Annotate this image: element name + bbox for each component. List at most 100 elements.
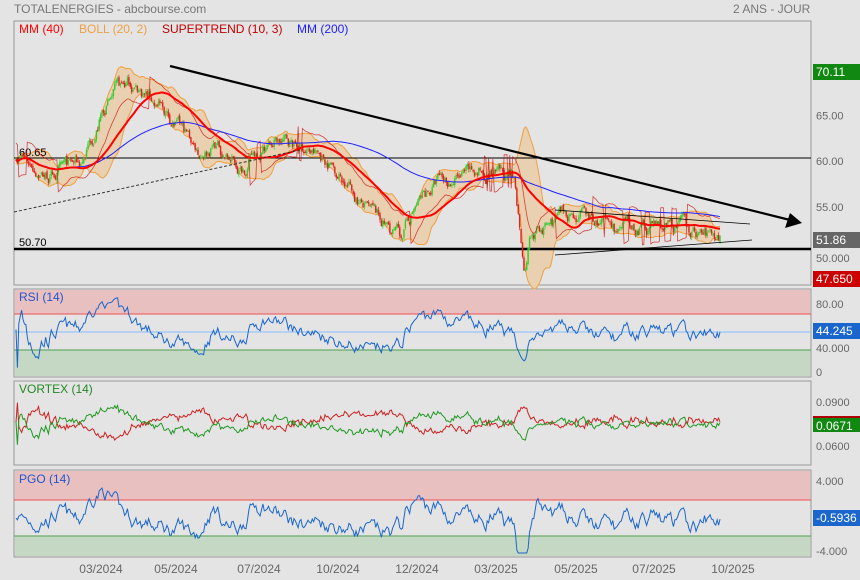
candle: [101, 110, 103, 115]
candle: [455, 175, 457, 180]
rsi-title: RSI (14): [19, 290, 64, 304]
candle: [112, 89, 115, 96]
candle: [171, 122, 174, 127]
candle: [152, 101, 154, 103]
mm40-line: [15, 91, 721, 230]
candle: [644, 224, 646, 230]
candle: [331, 162, 333, 164]
candle: [276, 137, 278, 143]
candle: [485, 180, 487, 185]
candle: [566, 216, 569, 221]
candle: [468, 163, 470, 170]
candle: [578, 216, 580, 222]
candle: [197, 149, 199, 156]
candle: [672, 226, 675, 233]
candle: [368, 202, 370, 204]
candle: [87, 144, 89, 149]
candle: [204, 152, 206, 159]
supertrend-line: [15, 76, 721, 246]
candle: [384, 222, 387, 224]
candle: [503, 170, 505, 181]
candle: [365, 201, 367, 203]
candle: [218, 140, 220, 148]
candle: [643, 219, 645, 224]
candle: [252, 152, 254, 154]
rsi-axis-tick: 80.00: [816, 299, 844, 311]
candle: [545, 223, 548, 225]
candle: [708, 231, 710, 233]
candle: [502, 168, 504, 172]
candle: [355, 197, 357, 203]
candle: [235, 161, 237, 168]
candle: [255, 153, 257, 157]
candle: [114, 83, 116, 90]
candle: [198, 156, 201, 158]
candle: [564, 210, 566, 212]
candle: [146, 91, 148, 98]
candle: [183, 122, 185, 133]
candle: [459, 176, 462, 178]
candle: [703, 229, 706, 235]
candle: [245, 174, 247, 176]
price-axis-tick: 60.00: [816, 156, 844, 168]
candle: [369, 204, 371, 206]
candle: [432, 180, 435, 188]
candle: [270, 144, 273, 146]
candle: [473, 172, 476, 176]
candle: [466, 164, 469, 168]
candle: [174, 122, 177, 126]
candle: [342, 181, 345, 183]
candle: [273, 139, 275, 147]
candle: [585, 208, 587, 215]
candle: [23, 155, 26, 158]
candle: [699, 229, 701, 233]
candle: [500, 167, 503, 169]
candle: [97, 129, 99, 131]
candle: [695, 231, 697, 238]
candle: [472, 169, 474, 172]
pgo-axis-tick: 4.000: [816, 476, 844, 488]
rsi-value-tag: 44.245: [813, 323, 860, 339]
candle: [222, 156, 225, 159]
candle: [176, 119, 178, 122]
candle: [479, 168, 481, 171]
candle: [551, 218, 553, 226]
candle: [214, 142, 216, 149]
candle: [696, 234, 699, 238]
candle: [329, 162, 332, 165]
candle: [260, 153, 263, 160]
candle: [610, 221, 613, 228]
candle: [599, 222, 601, 225]
candle: [202, 156, 205, 159]
candle: [353, 192, 356, 202]
candle: [64, 156, 67, 162]
candle: [444, 177, 446, 180]
candle: [418, 196, 421, 200]
candle: [393, 229, 395, 231]
candle: [338, 173, 340, 180]
candle: [73, 161, 75, 163]
candle: [91, 141, 93, 145]
candle: [521, 242, 524, 257]
candle: [142, 94, 144, 96]
candle: [530, 237, 532, 239]
price-axis-tick: 50.000: [816, 253, 850, 265]
candle: [523, 257, 525, 271]
candle: [700, 229, 703, 233]
candle: [304, 151, 306, 153]
candle: [193, 142, 195, 144]
candle: [363, 203, 366, 207]
candle: [246, 169, 249, 176]
candle: [634, 230, 637, 236]
candle: [497, 164, 500, 169]
wedge-upper-line: [554, 209, 751, 225]
candle: [540, 230, 542, 232]
candle: [241, 166, 243, 173]
candle: [328, 163, 330, 168]
candle: [716, 234, 718, 239]
candle: [665, 222, 668, 225]
candle: [430, 192, 432, 195]
bollinger-lower: [15, 93, 721, 290]
candle: [617, 229, 620, 232]
x-axis-tick: 10/2024: [316, 562, 360, 576]
